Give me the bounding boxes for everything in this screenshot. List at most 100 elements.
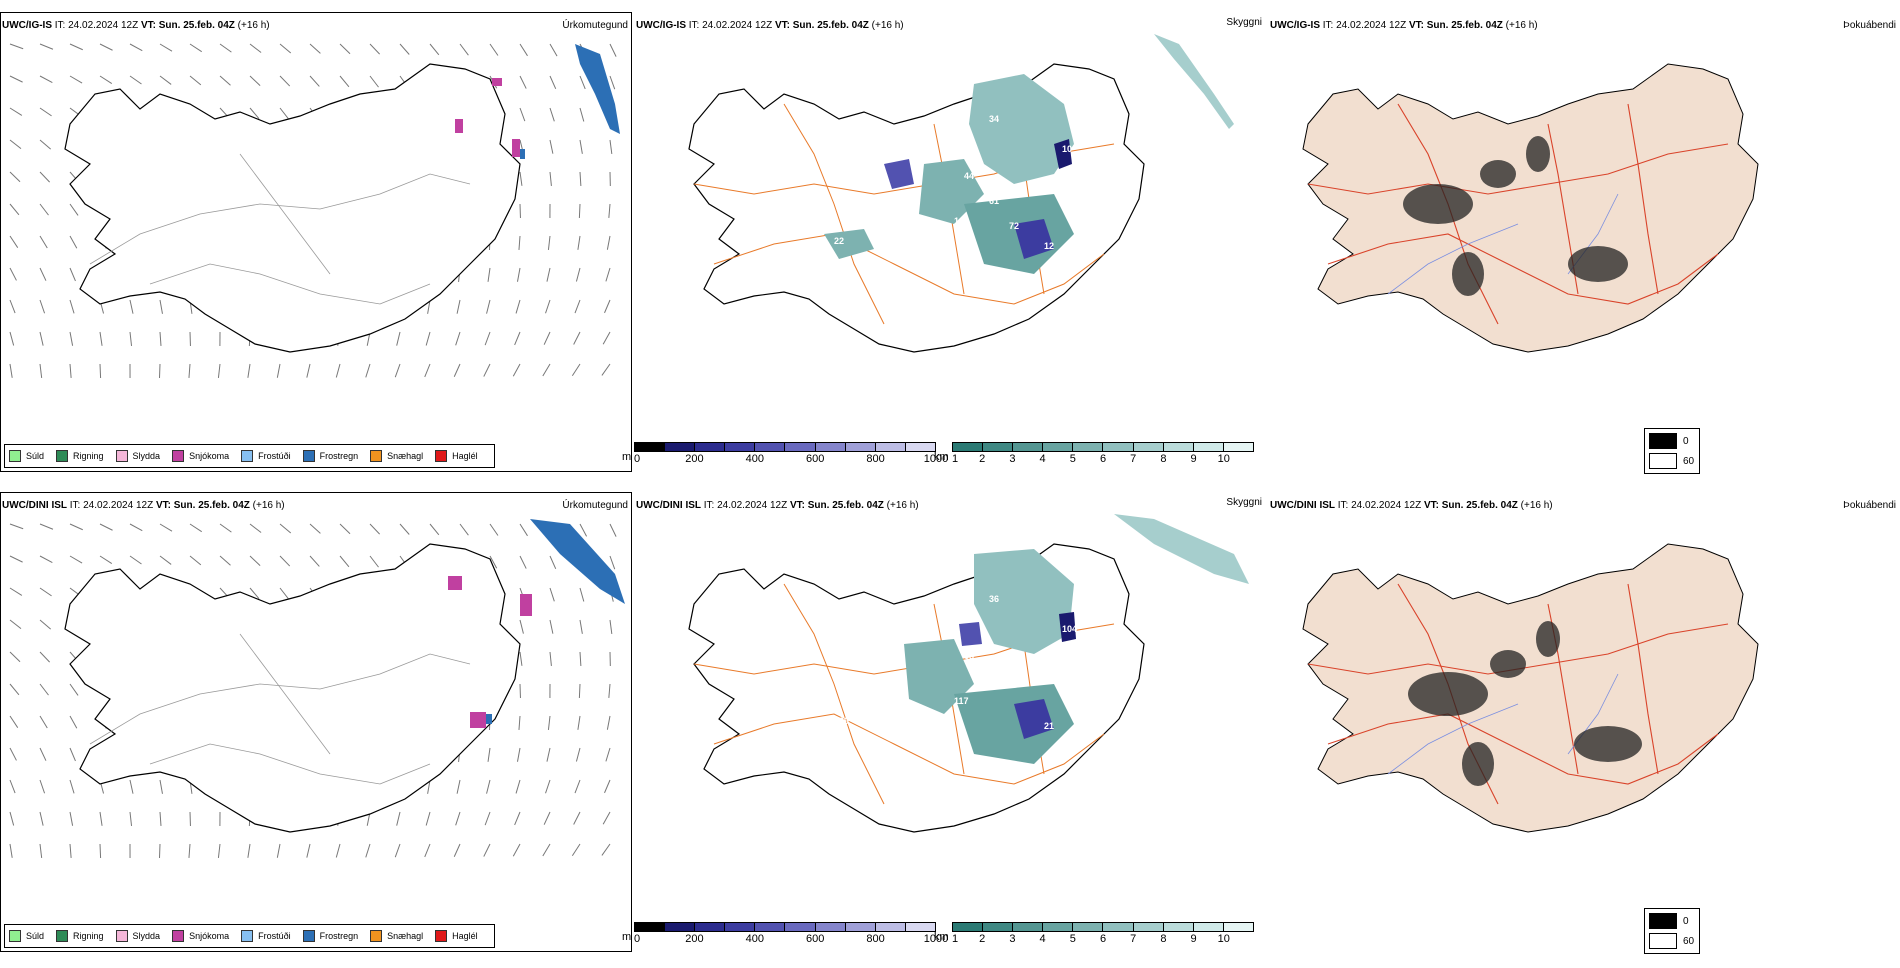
legend-label: Snjókoma — [189, 451, 229, 461]
colorbar-tick-label: 200 — [685, 453, 703, 465]
wind-barb — [40, 172, 50, 182]
ceiling-value-label: 2 — [989, 676, 994, 686]
ceiling-unit: m — [622, 931, 631, 943]
wind-barb — [40, 44, 53, 49]
wind-barb — [160, 524, 172, 531]
wind-barb — [130, 76, 141, 84]
colorbar-tick-label: 2 — [979, 453, 985, 465]
ceiling-value-label: 129 — [834, 716, 849, 726]
wind-barb — [400, 44, 409, 55]
colorbar-swatch — [725, 923, 755, 931]
wind-barb — [488, 748, 490, 762]
vt-label: VT: — [1424, 500, 1439, 511]
wind-barb — [130, 780, 133, 794]
legend-item: Snæhagl — [370, 450, 423, 462]
iceland-coastline — [689, 64, 1144, 352]
wind-barb — [40, 332, 43, 346]
wind-barb — [310, 556, 319, 566]
wind-barb — [10, 140, 21, 149]
wind-barb — [70, 268, 75, 281]
lead-time: (+16 h) — [1521, 500, 1553, 511]
iceland-fog-map — [1268, 34, 1900, 444]
wind-barb — [580, 524, 587, 536]
wind-barb — [10, 716, 18, 728]
wind-barb — [10, 364, 12, 378]
fog-legend: 0 60 — [1644, 908, 1700, 954]
colorbar-swatch — [953, 443, 983, 451]
ceiling-value-label: 0 — [879, 176, 884, 186]
wind-barb — [490, 524, 498, 536]
legend-item: Snjókoma — [172, 450, 229, 462]
wind-barb — [189, 364, 190, 378]
wind-barb — [575, 300, 580, 313]
colorbar-swatch — [906, 923, 935, 931]
lead-time: (+16 h) — [872, 20, 904, 31]
vt-label: VT: — [141, 20, 156, 31]
wind-barb — [516, 780, 520, 793]
ceiling-value-label: 77 — [934, 756, 944, 766]
legend-label: Rigning — [73, 931, 104, 941]
wind-barb — [70, 844, 71, 858]
wind-barb — [520, 620, 523, 634]
wind-barb — [609, 684, 610, 698]
wind-barb — [543, 844, 550, 856]
wind-barb — [40, 556, 52, 563]
wind-barb — [10, 684, 19, 695]
colorbar-swatch — [1224, 443, 1253, 451]
vt-label: VT: — [790, 500, 805, 511]
wind-barb — [40, 108, 52, 116]
wind-barb — [580, 108, 584, 121]
wind-barb — [397, 812, 400, 826]
it-label: IT: — [55, 20, 66, 31]
legend-label: Rigning — [73, 451, 104, 461]
colorbar-tick-label: 600 — [806, 453, 824, 465]
wind-barb — [340, 524, 350, 534]
ceiling-value-label: 117 — [954, 696, 969, 706]
wind-barb — [40, 748, 46, 761]
legend-swatch — [9, 450, 21, 462]
colorbar-swatch — [1013, 443, 1043, 451]
legend-swatch — [303, 930, 315, 942]
colorbar-swatch — [846, 443, 876, 451]
panel-header: UWC/IG-IS IT: 24.02.2024 12Z VT: Sun. 25… — [1270, 20, 1538, 31]
wind-barb — [603, 812, 610, 824]
colorbar-tick-label: 8 — [1160, 933, 1166, 945]
panel-header: UWC/DINI ISL IT: 24.02.2024 12Z VT: Sun.… — [2, 500, 285, 511]
colorbar-swatch — [816, 443, 846, 451]
panel-title: Úrkomutegund — [562, 500, 628, 511]
colorbar-swatch — [1103, 443, 1133, 451]
iceland-precip-map — [0, 34, 632, 444]
it-value: 24.02.2024 12Z — [83, 500, 153, 511]
iceland-coastline — [1303, 544, 1758, 832]
colorbar-swatch — [983, 443, 1013, 451]
wind-barb — [397, 332, 400, 346]
wind-barb — [485, 812, 490, 825]
wind-barb — [280, 76, 290, 86]
wind-barb — [40, 620, 51, 629]
colorbar-tick-label: 200 — [685, 933, 703, 945]
it-label: IT: — [70, 500, 81, 511]
wind-barb — [130, 300, 133, 314]
wind-barb — [220, 44, 231, 52]
wind-barb — [280, 44, 291, 53]
panel-title: Þokuábendi — [1843, 20, 1896, 31]
ceiling-value-label: 95 — [1014, 761, 1024, 771]
model-name: UWC/IG-IS — [1270, 20, 1320, 31]
wind-barb — [280, 588, 289, 599]
vt-value: Sun. 25.feb. 04Z — [174, 500, 250, 511]
wind-barb — [550, 588, 554, 601]
panel-title: Skyggni — [1226, 17, 1262, 28]
ceiling-value-label: 44 — [964, 171, 974, 181]
wind-barb — [430, 524, 439, 535]
iceland-coastline — [65, 64, 520, 352]
wind-barb — [130, 812, 132, 826]
wind-barb — [550, 108, 554, 121]
legend-swatch — [172, 930, 184, 942]
wind-barb — [454, 844, 460, 857]
legend-label: 60 — [1683, 936, 1694, 947]
legend-swatch — [1649, 933, 1677, 949]
legend-label: Snæhagl — [387, 931, 423, 941]
